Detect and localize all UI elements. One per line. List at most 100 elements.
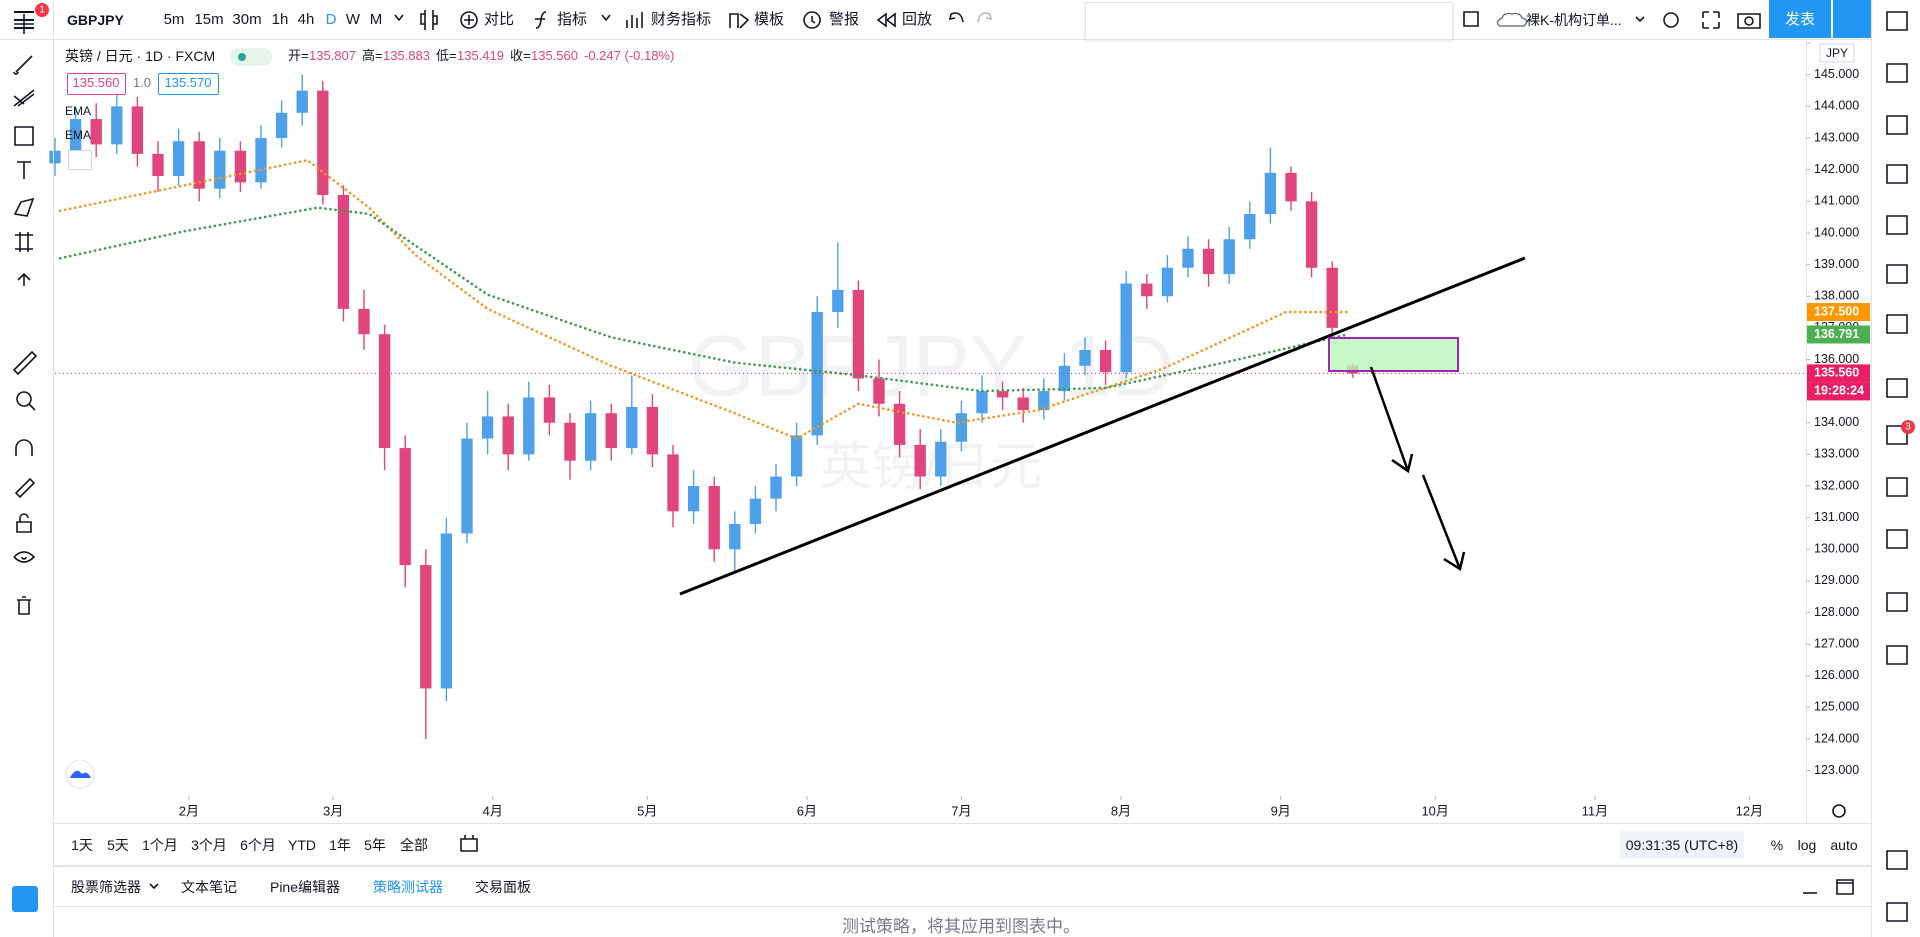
ask-box[interactable] [158, 73, 219, 95]
sidebar-button[interactable] [1886, 63, 1908, 83]
range-button[interactable]: 3个月 [191, 837, 227, 853]
panel-tab[interactable]: 交易面板 [475, 879, 531, 895]
bid-box[interactable] [67, 73, 126, 95]
toolbar-button[interactable]: 回放 [902, 11, 933, 28]
toolbar-button[interactable]: 警报 [829, 11, 860, 28]
divider [53, 0, 54, 937]
layout-name[interactable]: 裸K-机构订单... [1526, 12, 1622, 28]
candle-body [935, 441, 947, 477]
candle-body [1038, 391, 1050, 411]
toolbar-button[interactable]: 指标 [557, 11, 588, 28]
sidebar-button[interactable] [1886, 850, 1908, 870]
axis-settings[interactable] [1832, 804, 1846, 818]
settings[interactable] [1663, 12, 1679, 28]
sidebar-button[interactable] [1886, 115, 1908, 135]
sidebar-button[interactable] [1886, 902, 1908, 922]
scale-option[interactable]: auto [1830, 837, 1858, 853]
sidebar-button[interactable] [1886, 11, 1908, 31]
left-tool[interactable] [12, 350, 38, 376]
left-tool[interactable] [16, 391, 36, 411]
arrow[interactable] [1421, 474, 1466, 571]
range-button[interactable]: 全部 [400, 837, 428, 853]
left-tool[interactable] [17, 272, 31, 286]
left-tool[interactable] [13, 197, 35, 217]
indicator-name[interactable]: EMA [65, 104, 92, 118]
ask[interactable]: 135.570 [164, 75, 212, 90]
redo[interactable] [977, 12, 993, 23]
candle-body [564, 422, 576, 461]
range-button[interactable]: 6个月 [240, 837, 276, 853]
left-tool[interactable] [14, 14, 34, 34]
maximize-panel[interactable] [1836, 879, 1854, 895]
goto-date[interactable] [460, 835, 478, 852]
range-button[interactable]: 1天 [71, 837, 93, 853]
fullscreen[interactable] [1702, 11, 1720, 29]
sidebar-button[interactable] [1886, 425, 1908, 445]
sidebar-button[interactable] [1886, 529, 1908, 549]
sidebar-button[interactable] [1886, 264, 1908, 284]
publish-button[interactable] [1769, 0, 1831, 38]
y-tick-label: 145.000 [1814, 67, 1859, 81]
range-button[interactable]: 5天 [107, 837, 129, 853]
arrow[interactable] [1369, 366, 1414, 474]
range-button[interactable]: 1年 [329, 837, 351, 853]
sidebar-button[interactable] [1886, 592, 1908, 612]
sidebar-button[interactable] [1886, 215, 1908, 235]
snapshot[interactable] [1737, 13, 1761, 29]
interval[interactable]: 5m [163, 11, 185, 28]
scale-option[interactable]: % [1770, 837, 1784, 853]
countdown: 19:28:24 [1814, 384, 1864, 398]
undo[interactable] [948, 12, 964, 23]
interval[interactable]: M [369, 11, 383, 28]
zone-box[interactable] [1328, 337, 1459, 372]
x-tick-label: 11月 [1582, 803, 1609, 818]
interval[interactable]: W [345, 11, 361, 28]
left-tool[interactable] [16, 513, 32, 533]
left-tool[interactable] [15, 439, 33, 456]
square-tool[interactable] [1463, 11, 1479, 27]
interval[interactable]: 1h [271, 11, 289, 28]
range-button[interactable]: 5年 [364, 837, 386, 853]
panel-tab[interactable]: 股票筛选器 [71, 879, 141, 895]
panel-tab[interactable]: Pine编辑器 [269, 879, 341, 895]
interval[interactable]: D [325, 11, 337, 28]
symbol[interactable]: GBPJPY [67, 12, 124, 28]
interval[interactable]: 15m [194, 11, 224, 28]
panel-tab[interactable]: 策略测试器 [373, 879, 443, 895]
left-tool[interactable] [14, 126, 34, 146]
bid[interactable]: 135.560 [72, 75, 120, 90]
sidebar-button[interactable] [1886, 378, 1908, 398]
left-tool[interactable] [14, 477, 36, 499]
collapse-button[interactable] [68, 150, 92, 170]
interval[interactable]: 4h [297, 11, 315, 28]
favorite-button[interactable] [12, 886, 38, 912]
y-tick-label: 128.000 [1814, 605, 1859, 619]
sidebar-button[interactable] [1886, 645, 1908, 665]
left-tool[interactable] [13, 89, 35, 107]
left-tool[interactable] [17, 161, 31, 179]
left-tool[interactable] [13, 55, 33, 75]
sidebar-button[interactable] [1886, 477, 1908, 497]
left-tool[interactable] [17, 596, 31, 615]
publish[interactable]: 发表 [1784, 11, 1816, 28]
ema-line [58, 206, 1349, 393]
scale-option[interactable]: log [1797, 837, 1817, 853]
toolbar-button[interactable]: 模板 [754, 11, 785, 28]
range-button[interactable]: YTD [288, 837, 316, 853]
currency-label: JPY [1826, 46, 1848, 60]
spacer [24, 4, 25, 5]
toolbar-button[interactable]: 财务指标 [651, 11, 712, 28]
trendline[interactable] [679, 256, 1526, 596]
button-icon [626, 12, 643, 28]
left-tool[interactable] [15, 232, 33, 252]
sidebar-button[interactable] [1886, 164, 1908, 184]
range-button[interactable]: 1个月 [142, 837, 178, 853]
play-button[interactable] [1833, 0, 1871, 38]
toolbar-button[interactable]: 对比 [484, 11, 515, 28]
interval[interactable]: 30m [232, 11, 262, 28]
indicator-name[interactable]: EMA [65, 128, 92, 142]
sidebar-button[interactable] [1886, 314, 1908, 334]
left-tool[interactable] [13, 551, 36, 563]
dropdown [601, 14, 611, 22]
panel-tab[interactable]: 文本笔记 [181, 879, 237, 895]
